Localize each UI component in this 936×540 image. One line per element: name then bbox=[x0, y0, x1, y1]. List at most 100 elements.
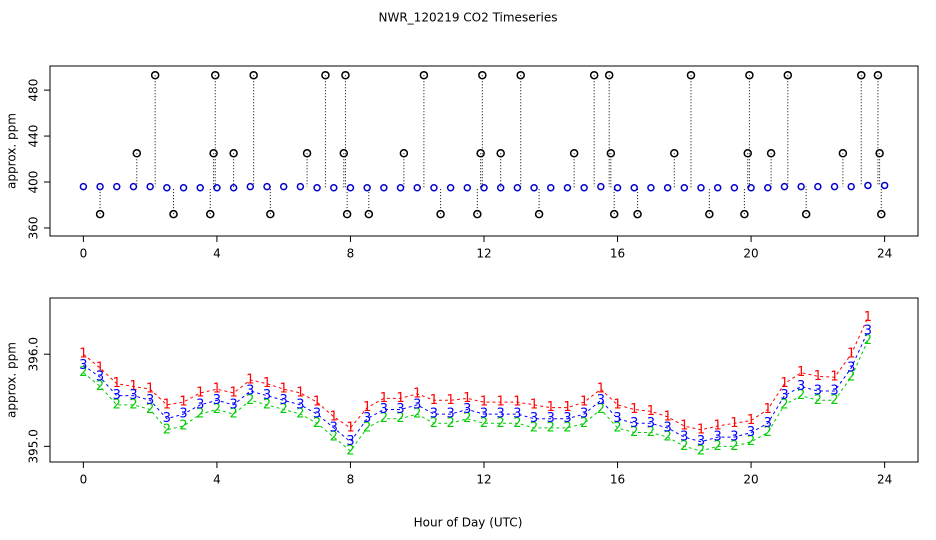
point: 2 bbox=[697, 443, 705, 458]
point: 1 bbox=[480, 395, 488, 410]
point: 2 bbox=[263, 397, 271, 412]
point bbox=[606, 149, 616, 158]
point bbox=[597, 182, 605, 191]
point: 3 bbox=[246, 384, 254, 399]
point bbox=[211, 70, 220, 80]
point: 3 bbox=[513, 407, 521, 422]
point bbox=[163, 184, 171, 192]
point: 3 bbox=[229, 397, 237, 412]
point: 2 bbox=[146, 402, 154, 417]
point: 2 bbox=[780, 397, 788, 412]
point bbox=[630, 184, 638, 192]
point: 3 bbox=[179, 407, 187, 422]
point: 2 bbox=[179, 419, 187, 434]
point: 3 bbox=[346, 434, 354, 449]
point: 2 bbox=[363, 420, 371, 435]
point: 2 bbox=[396, 411, 404, 426]
point: 1 bbox=[263, 376, 271, 391]
point: 2 bbox=[280, 402, 288, 417]
point: 1 bbox=[563, 400, 571, 415]
point bbox=[530, 184, 538, 192]
point: 2 bbox=[613, 420, 621, 435]
point bbox=[463, 184, 472, 192]
point: 1 bbox=[380, 391, 388, 406]
y-tick-label: 480 bbox=[27, 79, 41, 102]
point bbox=[179, 184, 188, 192]
point: 2 bbox=[413, 407, 421, 422]
point bbox=[830, 182, 839, 191]
point: 1 bbox=[413, 386, 421, 401]
point bbox=[864, 181, 872, 190]
point: 2 bbox=[730, 439, 738, 454]
point bbox=[436, 209, 445, 219]
point bbox=[249, 70, 258, 80]
point bbox=[363, 184, 371, 192]
point bbox=[478, 70, 487, 80]
point: 2 bbox=[79, 365, 87, 380]
point bbox=[547, 184, 555, 192]
point: 1 bbox=[830, 370, 838, 385]
point: 2 bbox=[313, 416, 321, 431]
point: 1 bbox=[213, 382, 221, 397]
x-tick-label: 0 bbox=[80, 473, 88, 487]
point: 1 bbox=[229, 385, 237, 400]
point bbox=[580, 184, 588, 192]
point: 1 bbox=[513, 395, 521, 410]
point: 2 bbox=[446, 416, 454, 431]
point bbox=[150, 70, 160, 80]
point: 3 bbox=[747, 425, 755, 440]
x-tick-label: 24 bbox=[877, 247, 892, 261]
point bbox=[209, 149, 218, 158]
point: 1 bbox=[847, 347, 855, 362]
point bbox=[266, 209, 275, 219]
point bbox=[196, 184, 204, 192]
x-tick-label: 12 bbox=[476, 473, 491, 487]
point bbox=[205, 209, 215, 219]
point bbox=[847, 182, 855, 191]
point: 1 bbox=[113, 376, 121, 391]
point bbox=[633, 209, 642, 219]
point: 1 bbox=[647, 404, 655, 419]
y-tick-label: 360 bbox=[27, 217, 41, 240]
point: 3 bbox=[163, 411, 171, 426]
point: 2 bbox=[463, 411, 471, 426]
point bbox=[341, 70, 350, 80]
point: 3 bbox=[96, 370, 104, 385]
point: 3 bbox=[613, 411, 621, 426]
point bbox=[480, 184, 488, 192]
point: 2 bbox=[647, 425, 655, 440]
y-tick-label: 440 bbox=[27, 125, 41, 148]
point: 3 bbox=[263, 388, 271, 403]
point: 3 bbox=[797, 379, 805, 394]
point: 1 bbox=[864, 310, 872, 325]
point: 2 bbox=[747, 434, 755, 449]
point bbox=[342, 209, 352, 219]
point: 2 bbox=[129, 397, 137, 412]
point: 3 bbox=[780, 388, 788, 403]
point bbox=[419, 70, 429, 80]
point: 1 bbox=[680, 419, 688, 434]
point bbox=[873, 70, 883, 80]
point: 3 bbox=[446, 407, 454, 422]
point bbox=[339, 149, 349, 158]
point bbox=[302, 149, 312, 158]
point bbox=[296, 182, 305, 191]
point: 1 bbox=[313, 395, 321, 410]
point bbox=[686, 70, 696, 80]
x-axis-label: Hour of Day (UTC) bbox=[414, 516, 523, 530]
point: 3 bbox=[313, 407, 321, 422]
point: 2 bbox=[296, 407, 304, 422]
point bbox=[783, 70, 793, 80]
point: 3 bbox=[430, 407, 438, 422]
point: 3 bbox=[597, 393, 605, 408]
point bbox=[604, 70, 614, 80]
point: 2 bbox=[563, 420, 571, 435]
point: 1 bbox=[663, 409, 671, 424]
point bbox=[697, 184, 705, 192]
point: 1 bbox=[396, 391, 404, 406]
point: 3 bbox=[113, 388, 121, 403]
point: 1 bbox=[697, 422, 705, 437]
